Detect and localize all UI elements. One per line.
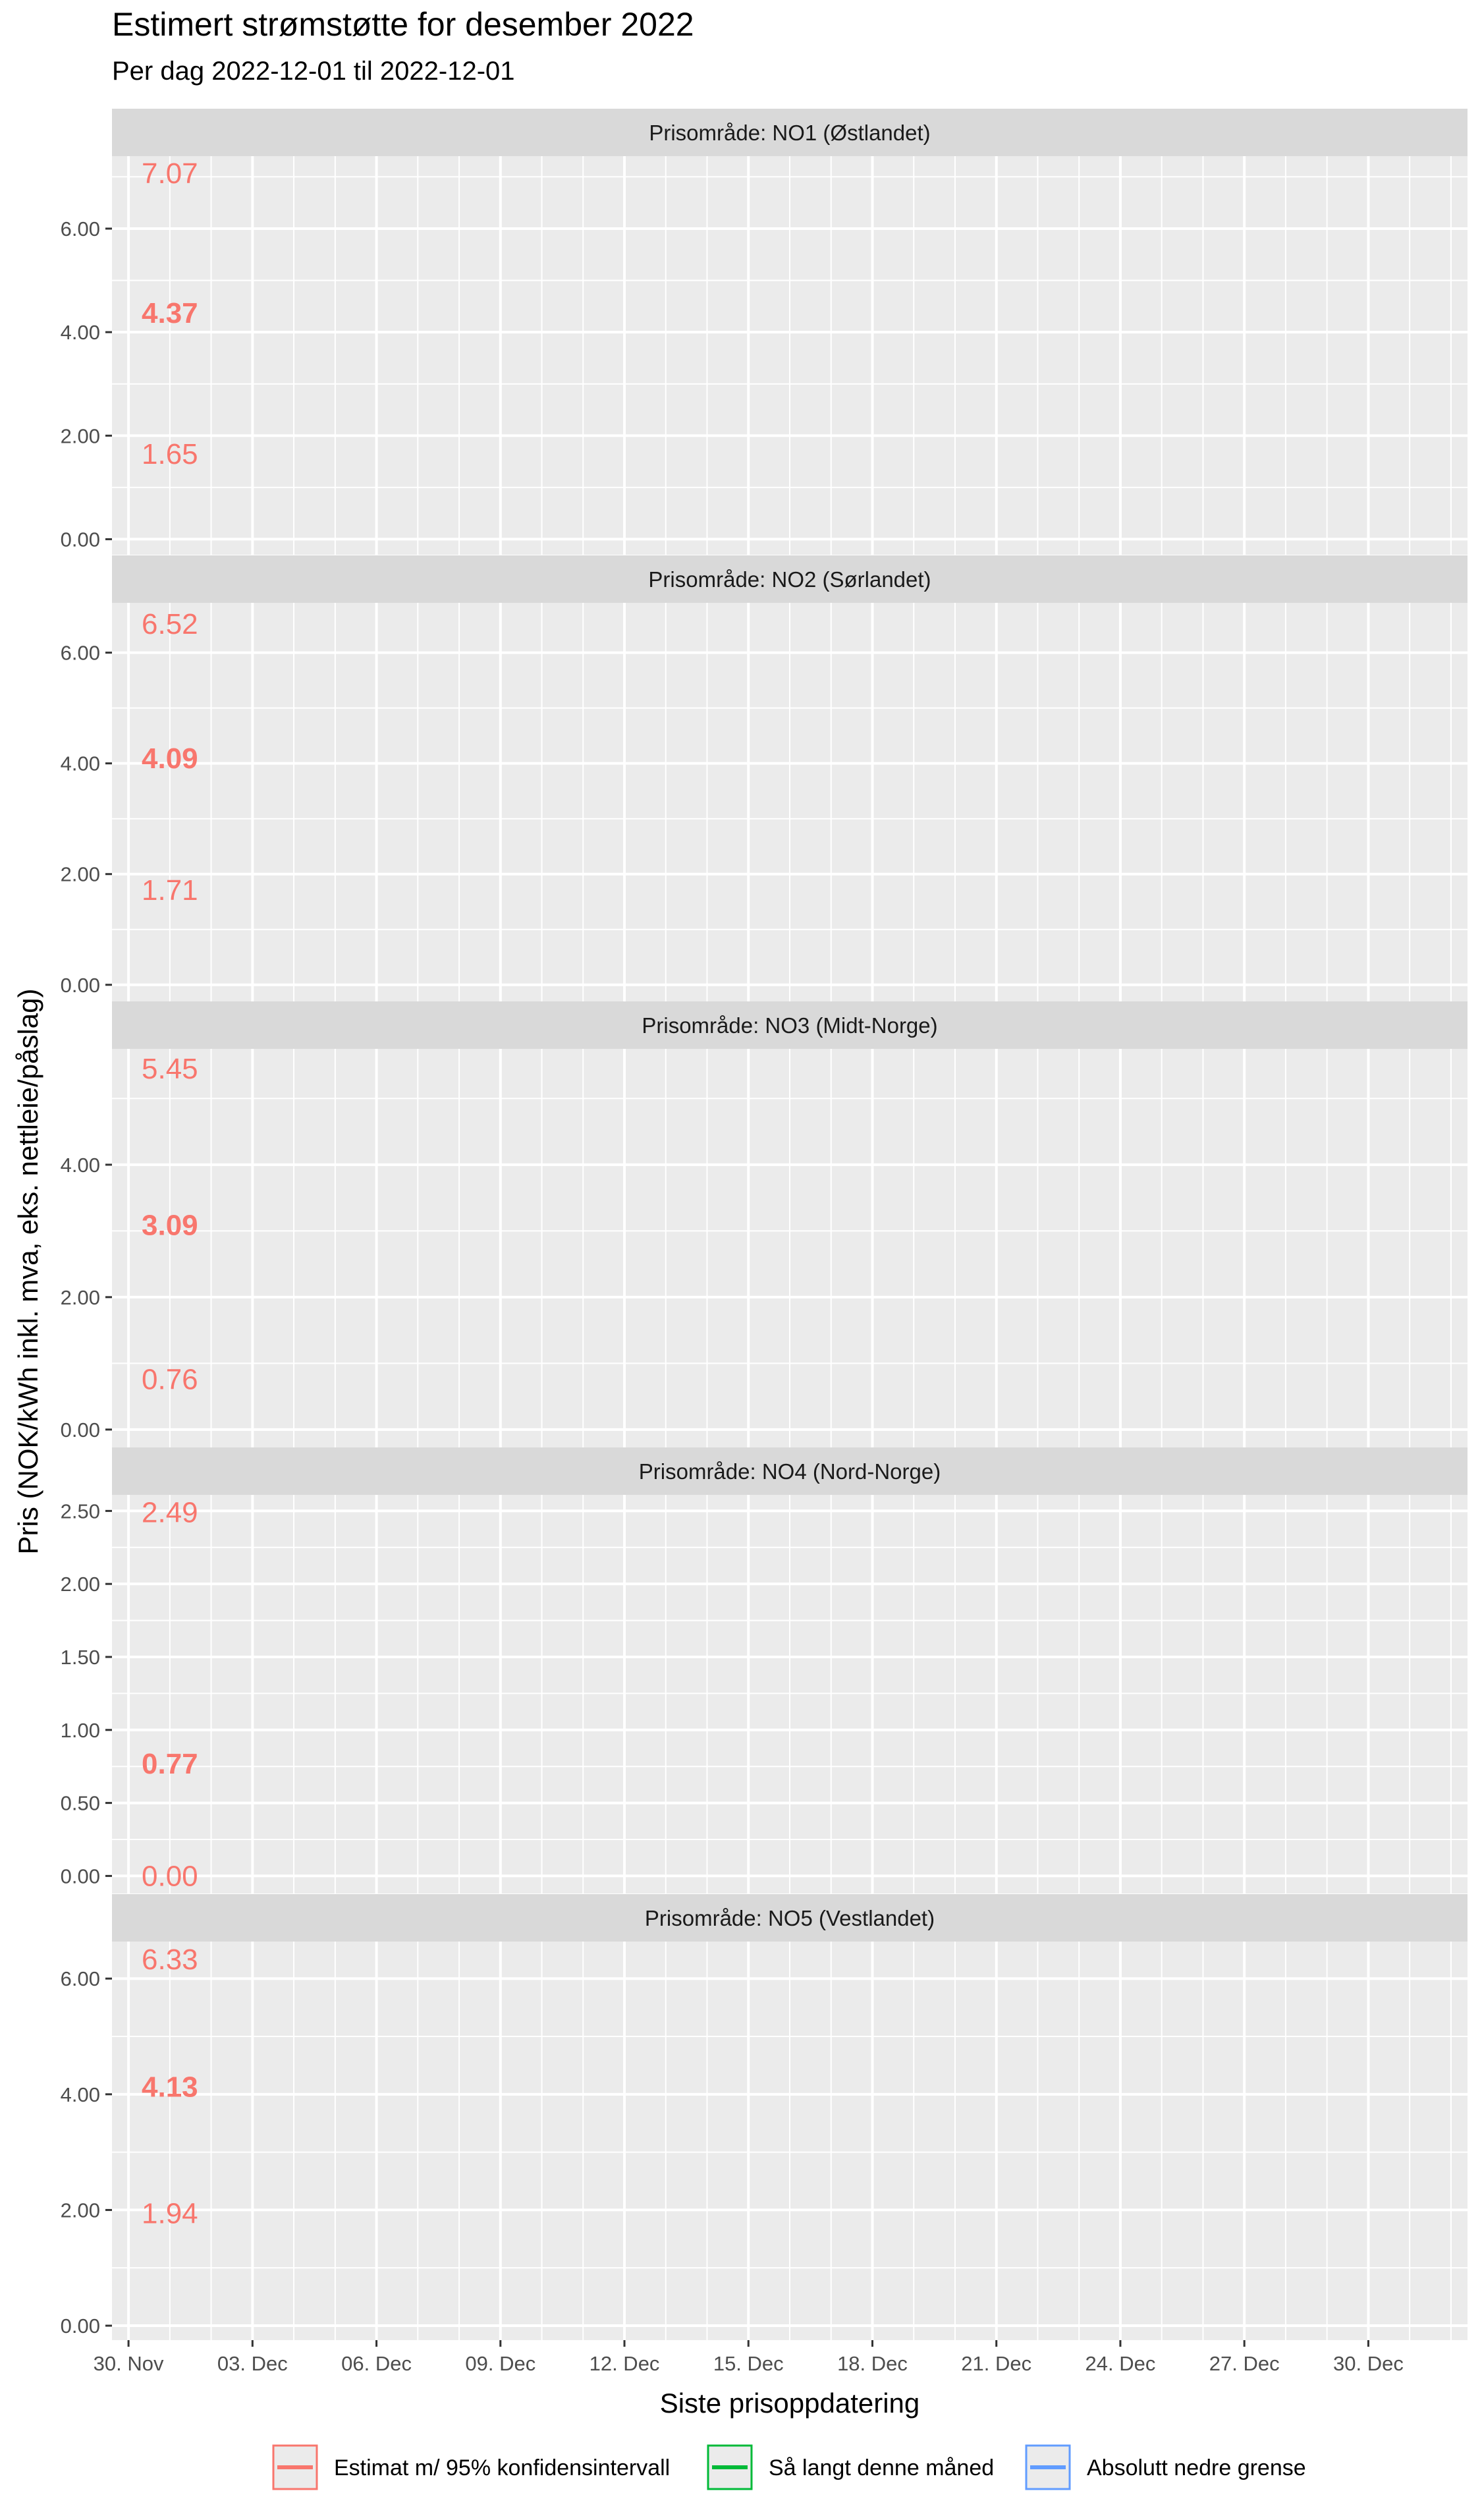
panel-strip-label-5: Prisområde: NO5 (Vestlandet): [645, 1906, 935, 1930]
panel-strip-label-3: Prisområde: NO3 (Midt-Norge): [642, 1013, 937, 1038]
lower-label-2: 1.71: [142, 874, 198, 907]
upper-label-5: 6.33: [142, 1944, 198, 1976]
y-tick-label: 1.00: [61, 1719, 100, 1742]
y-tick-label: 2.00: [61, 2198, 100, 2222]
y-tick-label: 4.00: [61, 2083, 100, 2106]
x-tick-label: 27. Dec: [1209, 2352, 1280, 2375]
estimate-label-3: 3.09: [142, 1209, 198, 1241]
y-tick-label: 6.00: [61, 642, 100, 665]
x-tick-label: 09. Dec: [465, 2352, 535, 2375]
y-tick-label: 2.00: [61, 863, 100, 886]
y-tick-label: 6.00: [61, 217, 100, 240]
y-tick-label: 0.00: [61, 1864, 100, 1888]
y-tick-label: 0.00: [61, 974, 100, 997]
x-tick-label: 18. Dec: [837, 2352, 908, 2375]
estimate-label-4: 0.77: [142, 1748, 198, 1780]
x-tick-label: 15. Dec: [713, 2352, 784, 2375]
x-tick-label: 30. Nov: [94, 2352, 164, 2375]
chart-title: Estimert strømstøtte for desember 2022: [112, 6, 694, 43]
estimate-label-5: 4.13: [142, 2071, 198, 2103]
x-axis-title: Siste prisoppdatering: [660, 2388, 920, 2419]
y-tick-label: 4.00: [61, 1154, 100, 1177]
upper-label-4: 2.49: [142, 1497, 198, 1529]
x-tick-label: 06. Dec: [341, 2352, 412, 2375]
y-tick-label: 0.50: [61, 1792, 100, 1815]
upper-label-2: 6.52: [142, 608, 198, 640]
lower-label-3: 0.76: [142, 1363, 198, 1395]
y-axis-title: Pris (NOK/kWh inkl. mva, eks. nettleie/p…: [13, 989, 43, 1555]
panel-strip-2: [112, 555, 1468, 603]
lower-label-4: 0.00: [142, 1860, 198, 1892]
y-tick-label: 2.00: [61, 1286, 100, 1309]
y-tick-label: 2.00: [61, 1573, 100, 1596]
upper-label-1: 7.07: [142, 157, 198, 190]
upper-label-3: 5.45: [142, 1053, 198, 1085]
panel-strip-label-2: Prisområde: NO2 (Sørlandet): [648, 567, 931, 592]
y-tick-label: 4.00: [61, 321, 100, 344]
legend-label: Absolutt nedre grense: [1087, 2455, 1306, 2480]
panel-strip-label-4: Prisområde: NO4 (Nord-Norge): [639, 1459, 941, 1484]
y-tick-label: 0.00: [61, 528, 100, 551]
y-tick-label: 4.00: [61, 752, 100, 775]
lower-label-1: 1.65: [142, 438, 198, 470]
lower-label-5: 1.94: [142, 2198, 198, 2230]
x-tick-label: 30. Dec: [1333, 2352, 1404, 2375]
y-tick-label: 0.00: [61, 1418, 100, 1442]
x-tick-label: 03. Dec: [217, 2352, 288, 2375]
panel-strip-1: [112, 109, 1468, 156]
panel-strip-5: [112, 1894, 1468, 1942]
x-tick-label: 21. Dec: [961, 2352, 1031, 2375]
panel-strip-4: [112, 1447, 1468, 1495]
x-tick-label: 12. Dec: [590, 2352, 660, 2375]
panel-strip-label-1: Prisområde: NO1 (Østlandet): [649, 121, 930, 145]
legend-label: Så langt denne måned: [769, 2455, 994, 2480]
panel-strip-3: [112, 1001, 1468, 1049]
legend-label: Estimat m/ 95% konfidensintervall: [334, 2455, 670, 2480]
chart-subtitle: Per dag 2022-12-01 til 2022-12-01: [112, 57, 515, 86]
estimate-label-2: 4.09: [142, 742, 198, 775]
y-tick-label: 6.00: [61, 1967, 100, 1990]
y-tick-label: 1.50: [61, 1646, 100, 1669]
y-tick-label: 0.00: [61, 2314, 100, 2338]
x-tick-label: 24. Dec: [1085, 2352, 1156, 2375]
estimate-label-1: 4.37: [142, 297, 198, 329]
y-tick-label: 2.50: [61, 1499, 100, 1523]
y-tick-label: 2.00: [61, 424, 100, 447]
